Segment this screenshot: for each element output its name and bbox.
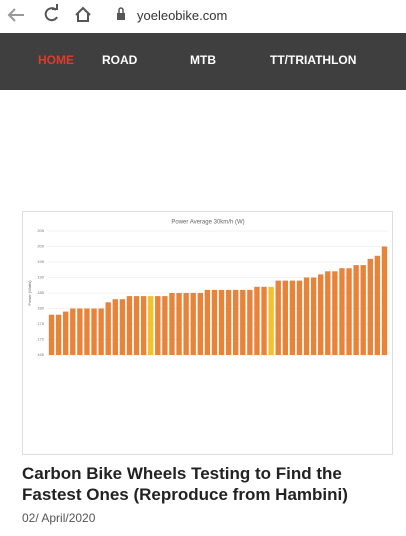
bar — [133, 296, 140, 355]
bar — [225, 289, 232, 355]
nav-item[interactable]: MTB — [190, 53, 216, 67]
bar — [261, 286, 267, 355]
bar — [339, 268, 345, 355]
nav-item[interactable]: TT/TRIATHLON — [270, 53, 357, 67]
bar — [126, 296, 133, 355]
bar — [183, 293, 189, 355]
bar — [233, 289, 239, 355]
lock — [117, 13, 125, 20]
bar — [204, 289, 211, 355]
bar — [140, 296, 147, 355]
bar — [197, 293, 203, 355]
bar — [112, 299, 118, 355]
browser-bar: yoeleobike.com — [0, 0, 406, 33]
bar — [169, 293, 175, 355]
bar — [381, 246, 388, 355]
y-tick-label: 200 — [37, 244, 44, 249]
y-tick-label: 205 — [37, 228, 44, 233]
bar — [268, 286, 274, 355]
bar — [70, 308, 76, 355]
bar — [332, 271, 338, 355]
chart: Power Average 30km/h (W) Power (Watts) 1… — [22, 211, 393, 455]
bar — [247, 289, 253, 355]
bar — [148, 296, 154, 355]
y-axis-label: Power (Watts) — [27, 280, 32, 306]
y-tick-label: 195 — [37, 259, 44, 264]
y-tick-label: 190 — [37, 275, 44, 280]
y-tick-label: 180 — [37, 306, 44, 311]
bar — [63, 311, 69, 355]
y-tick-label: 185 — [37, 290, 44, 295]
bar — [77, 308, 83, 355]
bar — [84, 308, 90, 355]
bar — [275, 280, 281, 355]
bar — [211, 289, 218, 355]
bar — [254, 286, 260, 355]
url[interactable]: yoeleobike.com — [137, 8, 228, 23]
reload[interactable] — [44, 4, 58, 22]
y-tick-label: 165 — [37, 352, 44, 357]
bar — [240, 289, 246, 355]
browser-icons — [7, 4, 125, 22]
bar — [289, 280, 296, 355]
bar — [162, 296, 168, 355]
bar — [318, 274, 324, 355]
bar — [303, 277, 310, 355]
bar — [105, 302, 111, 355]
bar — [55, 314, 62, 355]
bar — [353, 265, 359, 355]
article-date: 02/ April/2020 — [22, 511, 96, 525]
bar — [296, 280, 303, 355]
bar — [98, 308, 104, 355]
bar — [218, 289, 225, 355]
article-title[interactable]: Carbon Bike Wheels Testing to Find the F… — [22, 464, 348, 504]
bar — [346, 268, 352, 355]
y-tick-label: 175 — [37, 321, 44, 326]
y-tick-label: 170 — [37, 337, 44, 342]
bar — [360, 265, 366, 355]
bar — [325, 271, 331, 355]
nav-item[interactable]: HOME — [38, 53, 74, 67]
bar — [155, 296, 161, 355]
bar — [176, 293, 182, 355]
bar — [48, 314, 55, 355]
bar — [190, 293, 196, 355]
bar — [119, 299, 126, 355]
bar — [91, 308, 97, 355]
nav-item[interactable]: ROAD — [102, 53, 138, 67]
bar — [310, 277, 317, 355]
bar — [367, 258, 373, 355]
chart-title: Power Average 30km/h (W) — [171, 220, 244, 226]
home[interactable] — [75, 6, 91, 22]
nav: HOME ROAD MTB TT/TRIATHLON — [0, 33, 406, 90]
bar — [374, 255, 381, 355]
bar — [282, 280, 288, 355]
back[interactable] — [7, 8, 24, 22]
